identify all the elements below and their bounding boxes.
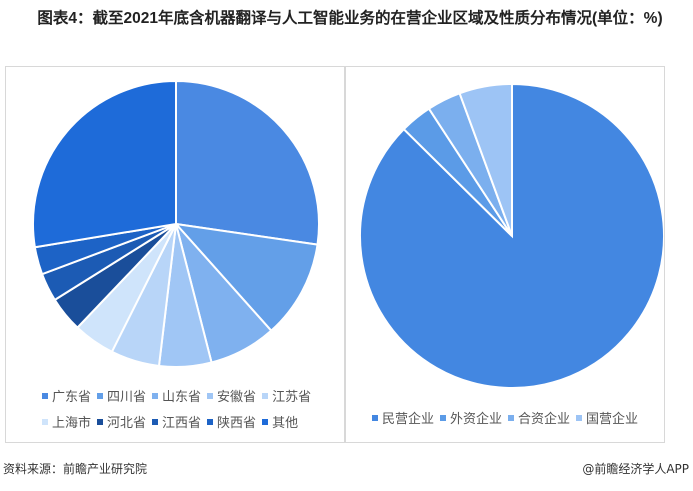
legend-label: 安徽省: [217, 390, 257, 405]
legend-label: 江苏省: [272, 390, 312, 405]
legend-swatch: [152, 418, 159, 425]
pie-slice-广东省: [175, 79, 320, 246]
ownership-pie-chart: [359, 82, 664, 389]
legend-swatch: [262, 418, 269, 425]
legend-label: 民营企业: [382, 412, 435, 427]
legend-swatch: [42, 392, 48, 399]
legend-label: 江西省: [162, 416, 202, 431]
ownership-legend: 民营企业 外资企业 合资企业 国营企业: [372, 407, 672, 433]
region-pie-panel: 广东省 四川省 山东省 安徽省 江苏省上海市 河北省 江西省 陕西省 其他: [5, 66, 345, 443]
legend-item: 国营企业: [576, 407, 638, 433]
legend-item: 合资企业: [508, 407, 570, 433]
legend-label: 河北省: [107, 416, 147, 431]
chart-title: 图表4：截至2021年底含机器翻译与人工智能业务的在营企业区域及性质分布情况(单…: [37, 10, 663, 27]
legend-label: 其他: [272, 416, 299, 431]
region-pie-chart: [32, 79, 320, 367]
legend-swatch: [152, 392, 159, 399]
legend-swatch: [207, 392, 214, 399]
legend-swatch: [372, 414, 378, 421]
legend-item: 民营企业: [372, 407, 434, 433]
legend-swatch: [508, 414, 515, 421]
legend-item: 河北省: [97, 411, 146, 437]
legend-label: 外资企业: [450, 412, 503, 427]
legend-item: 其他: [262, 411, 298, 437]
legend-item: 安徽省: [207, 385, 256, 411]
legend-swatch: [576, 414, 583, 421]
pie-slice-四川省: [173, 222, 319, 333]
legend-item: 江苏省: [262, 385, 311, 411]
credit-note: @前瞻经济学人APP: [582, 462, 689, 476]
legend-item: 四川省: [97, 385, 146, 411]
legend-swatch: [262, 392, 269, 399]
legend-item: 上海市: [42, 411, 91, 437]
legend-item: 外资企业: [440, 407, 502, 433]
legend-label: 合资企业: [518, 412, 571, 427]
source-note: 资料来源：前瞻产业研究院: [3, 462, 148, 476]
legend-label: 上海市: [52, 416, 92, 431]
legend-swatch: [97, 392, 104, 399]
legend-label: 山东省: [162, 390, 202, 405]
legend-label: 四川省: [107, 390, 147, 405]
legend-label: 国营企业: [586, 412, 639, 427]
pie-slice-其他: [32, 79, 177, 249]
ownership-pie-panel: 民营企业 外资企业 合资企业 国营企业: [345, 66, 665, 443]
legend-item: 陕西省: [207, 411, 256, 437]
legend-item: 山东省: [152, 385, 201, 411]
legend-item: 广东省: [42, 385, 91, 411]
legend-label: 陕西省: [217, 416, 257, 431]
pie-slice-国营企业: [458, 82, 513, 237]
legend-swatch: [97, 418, 104, 425]
legend-swatch: [42, 418, 48, 425]
legend-item: 江西省: [152, 411, 201, 437]
legend-label: 广东省: [52, 390, 92, 405]
region-legend: 广东省 四川省 山东省 安徽省 江苏省上海市 河北省 江西省 陕西省 其他: [42, 385, 342, 437]
legend-swatch: [207, 418, 214, 425]
legend-swatch: [440, 414, 447, 421]
